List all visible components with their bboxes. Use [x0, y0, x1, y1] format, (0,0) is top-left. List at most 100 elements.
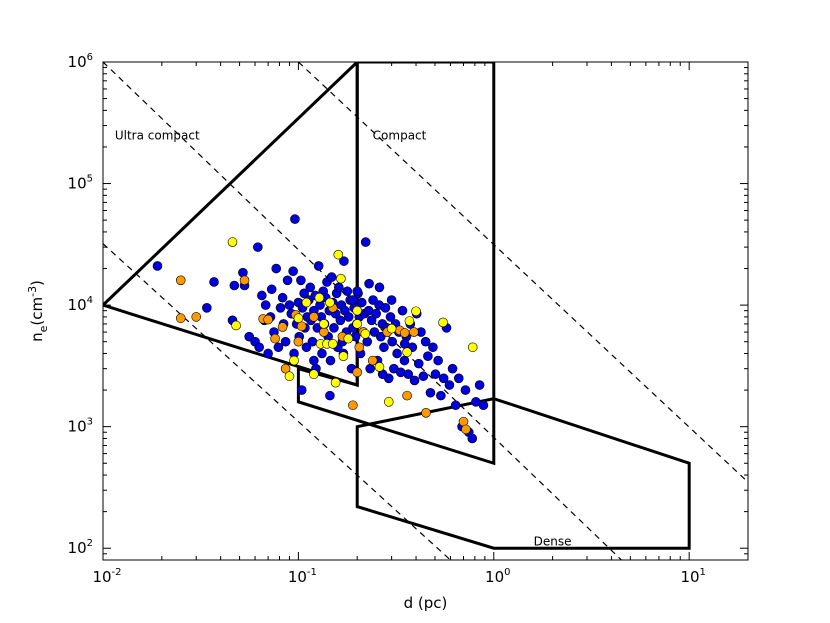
scatter-point-series-1: [375, 331, 386, 342]
y-tick-label-exp: 6: [87, 52, 93, 63]
scatter-point-series-1: [271, 263, 282, 274]
y-tick-label-exp: 2: [87, 538, 93, 549]
scatter-point-series-1: [348, 295, 358, 305]
x-tick-label: 10-2: [92, 567, 121, 586]
scatter-point-series-1: [260, 300, 271, 310]
scatter-point-series-3: [314, 292, 325, 303]
dashed-line-1: [103, 243, 451, 560]
x-tick-label-base: 10: [288, 568, 307, 586]
scatter-point-series-1: [467, 433, 478, 444]
scatter-point-series-1: [397, 305, 408, 316]
scatter-point-series-1: [430, 369, 441, 380]
scatter-point-series-1: [386, 295, 397, 305]
scatter-point-series-1: [313, 261, 324, 271]
scatter-point-series-2: [175, 313, 186, 324]
scatter-point-series-2: [280, 363, 291, 374]
x-tick-label-exp: 0: [504, 567, 510, 578]
scatter-point-series-1: [325, 355, 336, 366]
scatter-point-series-2: [399, 328, 410, 338]
scatter-points: [152, 214, 489, 444]
y-tick-label-exp: 5: [87, 174, 93, 185]
scatter-point-series-3: [411, 306, 421, 317]
x-tick-label-base: 10: [680, 568, 699, 586]
scatter-point-series-1: [403, 369, 414, 380]
scatter-point-series-1: [366, 315, 377, 326]
scatter-point-series-1: [399, 339, 410, 349]
scatter-point-series-1: [428, 342, 438, 353]
scatter-point-series-1: [438, 373, 449, 384]
scatter-point-series-3: [284, 371, 295, 382]
scatter-point-series-1: [413, 358, 424, 369]
scatter-point-series-2: [421, 408, 431, 418]
scatter-point-series-1: [290, 214, 300, 224]
scatter-point-series-1: [425, 387, 436, 398]
scatter-point-series-1: [387, 336, 397, 347]
scatter-point-series-1: [280, 336, 291, 347]
scatter-point-series-1: [450, 400, 461, 411]
scatter-point-series-2: [367, 355, 378, 366]
scatter-point-series-1: [352, 286, 363, 297]
scatter-point-series-1: [305, 282, 316, 293]
scatter-point-series-2: [409, 327, 419, 337]
y-label-close: ): [28, 280, 46, 286]
scatter-point-series-3: [467, 342, 478, 353]
scatter-point-series-1: [335, 315, 346, 326]
scatter-point-series-2: [352, 367, 363, 378]
scatter-point-series-1: [371, 308, 381, 319]
x-axis-label: d (pc): [404, 594, 448, 612]
scatter-point-series-3: [352, 319, 363, 329]
scatter-point-series-1: [288, 266, 298, 277]
scatter-point-series-3: [386, 323, 397, 334]
y-tick-label-base: 10: [68, 418, 87, 436]
dashed-line-3: [297, 62, 748, 483]
y-tick-label: 105: [68, 174, 93, 193]
scatter-point-series-1: [365, 363, 375, 374]
x-tick-label: 101: [680, 567, 705, 586]
scatter-point-series-1: [253, 242, 263, 252]
scatter-point-series-2: [277, 322, 288, 332]
y-tick-label: 103: [68, 417, 93, 436]
scatter-point-series-3: [404, 316, 415, 326]
region-compact: [296, 62, 496, 466]
scatter-point-series-1: [343, 312, 354, 322]
scatter-point-series-2: [263, 314, 273, 325]
scatter-point-series-3: [309, 369, 319, 380]
y-label-exp: -3: [26, 286, 39, 297]
y-label-unit: (cm: [28, 297, 46, 326]
y-label-sub: e: [37, 325, 50, 332]
y-tick-label-base: 10: [68, 539, 87, 557]
scatter-point-series-1: [266, 284, 277, 295]
scatter-point-series-2: [348, 400, 358, 411]
x-tick-label: 10-1: [288, 567, 317, 586]
scatter-point-series-1: [342, 286, 353, 297]
scatter-point-series-1: [263, 348, 273, 359]
scatter-point-series-1: [334, 282, 344, 293]
scatter-point-series-1: [254, 342, 264, 353]
scatter-point-series-1: [296, 275, 306, 286]
scatter-point-series-3: [352, 305, 363, 316]
x-tick-label: 100: [485, 567, 510, 586]
scatter-point-series-2: [175, 275, 186, 286]
y-tick-label: 102: [68, 538, 93, 557]
region-labels: Ultra compact Compact Dense: [115, 129, 572, 549]
scatter-point-series-3: [338, 351, 349, 361]
scatter-point-series-1: [379, 342, 389, 353]
scatter-point-series-2: [309, 312, 319, 322]
scatter-point-series-1: [257, 290, 267, 301]
scatter-point-series-1: [282, 275, 293, 286]
scatter-point-series-1: [436, 390, 446, 401]
scatter-point-series-1: [299, 288, 309, 299]
y-tick-label-base: 10: [68, 296, 87, 314]
scatter-point-series-3: [402, 347, 412, 357]
scatter-point-series-1: [364, 278, 374, 289]
scatter-point-series-2: [293, 336, 304, 347]
y-tick-label: 106: [68, 52, 93, 71]
scatter-point-series-1: [277, 292, 288, 303]
scatter-point-series-2: [402, 390, 412, 401]
x-tick-label-base: 10: [485, 568, 504, 586]
scatter-point-series-3: [328, 339, 338, 349]
y-tick-label-exp: 4: [87, 295, 93, 306]
scatter-point-series-1: [301, 342, 312, 353]
